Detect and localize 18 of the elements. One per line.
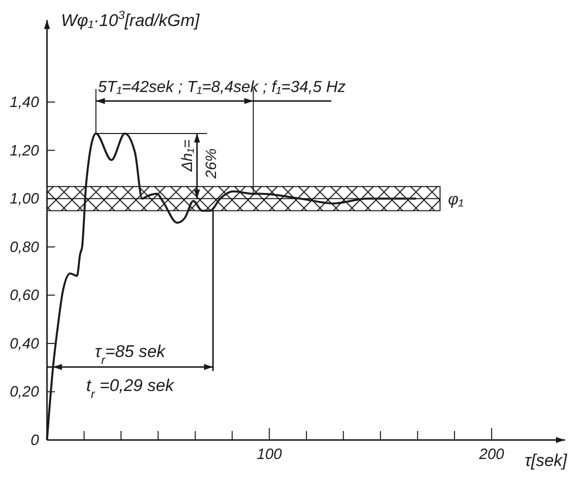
y-tick-label: 0,80 bbox=[10, 238, 40, 256]
x-axis-title: τ[sek] bbox=[524, 451, 568, 470]
annotation: 26% bbox=[203, 148, 220, 180]
x-tick-label: 100 bbox=[256, 446, 282, 463]
annotation: 5T₁=42sek ; T₁=8,4sek ; f₁=34,5 Hz bbox=[98, 79, 346, 96]
y-axis-title: Wφ₁·10$^{3}$[rad/kGm] bbox=[61, 8, 201, 30]
annotation: t$_{r}$ =0,29 sek bbox=[86, 376, 176, 401]
y-tick-label: 0,40 bbox=[10, 335, 40, 352]
y-tick-label: 1,20 bbox=[10, 142, 40, 160]
y-tick-label: 0 bbox=[30, 432, 40, 449]
y-tick-label: 1,40 bbox=[10, 94, 40, 112]
annotation: Δh₁= bbox=[179, 139, 196, 172]
y-tick-label: 0,20 bbox=[10, 384, 40, 401]
band-label: φ₁ bbox=[448, 192, 464, 209]
y-tick-label: 0,60 bbox=[10, 287, 40, 304]
x-tick-label: 200 bbox=[478, 446, 505, 463]
annotation: τ$_{r}$=85 sek bbox=[94, 342, 167, 367]
y-tick-label: 1,00 bbox=[10, 190, 40, 208]
